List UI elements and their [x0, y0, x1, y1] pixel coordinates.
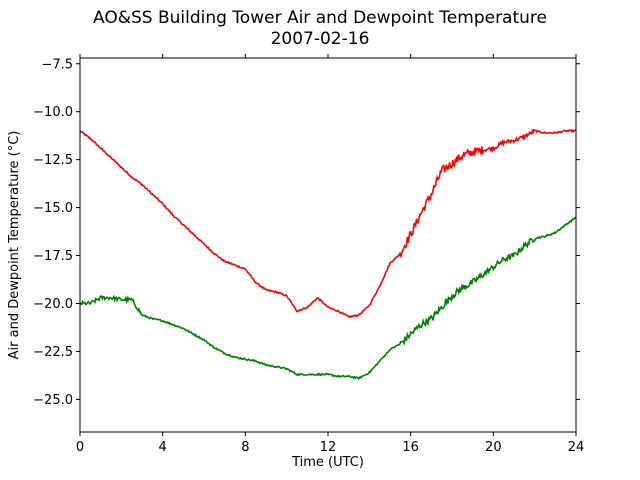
x-tick-label: 4	[159, 440, 167, 455]
chart-subtitle: 2007-02-16	[270, 29, 370, 49]
dewpoint-temperature-line	[79, 216, 577, 381]
air-temperature-line	[79, 128, 577, 319]
chart-title: AO&SS Building Tower Air and Dewpoint Te…	[92, 8, 547, 28]
y-tick-label: −12.5	[33, 153, 73, 168]
y-tick-label: −10.0	[33, 105, 73, 120]
x-tick-label: 16	[402, 440, 419, 455]
y-tick-label: −20.0	[33, 297, 73, 312]
x-ticks: 0 4 8 12 16 20 24	[76, 54, 584, 455]
x-tick-label: 12	[320, 440, 337, 455]
x-axis-label: Time (UTC)	[291, 455, 364, 470]
y-tick-label: −7.5	[41, 57, 73, 72]
x-tick-label: 20	[485, 440, 502, 455]
series-layer	[79, 128, 577, 381]
x-tick-label: 0	[76, 440, 84, 455]
y-ticks: −25.0 −22.5 −20.0 −17.5 −15.0 −12.5 −10.0 −7.5	[33, 57, 580, 408]
x-tick-label: 24	[568, 440, 585, 455]
y-tick-label: −25.0	[33, 393, 73, 408]
y-tick-label: −15.0	[33, 201, 73, 216]
y-tick-label: −17.5	[33, 249, 73, 264]
x-tick-label: 8	[241, 440, 249, 455]
y-axis-label: Air and Dewpoint Temperature (°C)	[7, 131, 22, 360]
y-tick-label: −22.5	[33, 345, 73, 360]
plot-frame	[79, 57, 577, 433]
